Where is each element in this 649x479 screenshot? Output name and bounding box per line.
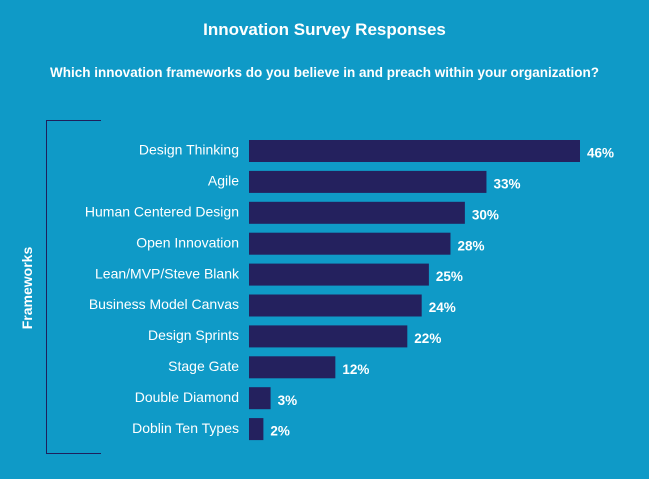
value-label: 28% (457, 238, 484, 253)
value-label: 2% (270, 424, 290, 439)
bar (249, 418, 264, 441)
value-label: 30% (472, 207, 499, 222)
bar (249, 232, 451, 255)
bar (249, 294, 422, 317)
bar (249, 325, 408, 348)
category-label: Double Diamond (135, 389, 239, 405)
bar (249, 356, 336, 379)
value-label: 3% (278, 393, 298, 408)
category-label: Stage Gate (168, 358, 239, 374)
bar (249, 387, 271, 410)
value-label: 25% (436, 269, 463, 284)
category-bracket (46, 120, 101, 454)
category-label: Design Sprints (148, 327, 239, 343)
category-label: Lean/MVP/Steve Blank (95, 265, 240, 281)
bar (249, 201, 465, 224)
value-label: 24% (429, 300, 456, 315)
category-label: Doblin Ten Types (132, 420, 239, 436)
bar (249, 170, 487, 193)
chart-subtitle: Which innovation frameworks do you belie… (49, 65, 600, 80)
value-label: 33% (493, 176, 520, 191)
category-label: Agile (208, 173, 239, 189)
value-label: 22% (414, 331, 441, 346)
chart-title: Innovation Survey Responses (203, 20, 446, 39)
bar (249, 140, 580, 162)
category-label: Business Model Canvas (89, 296, 239, 312)
category-label: Open Innovation (136, 234, 239, 250)
value-label: 12% (342, 362, 369, 377)
category-label: Design Thinking (139, 142, 239, 158)
category-label: Human Centered Design (85, 204, 239, 220)
value-label: 46% (587, 146, 614, 161)
bar (249, 263, 429, 286)
